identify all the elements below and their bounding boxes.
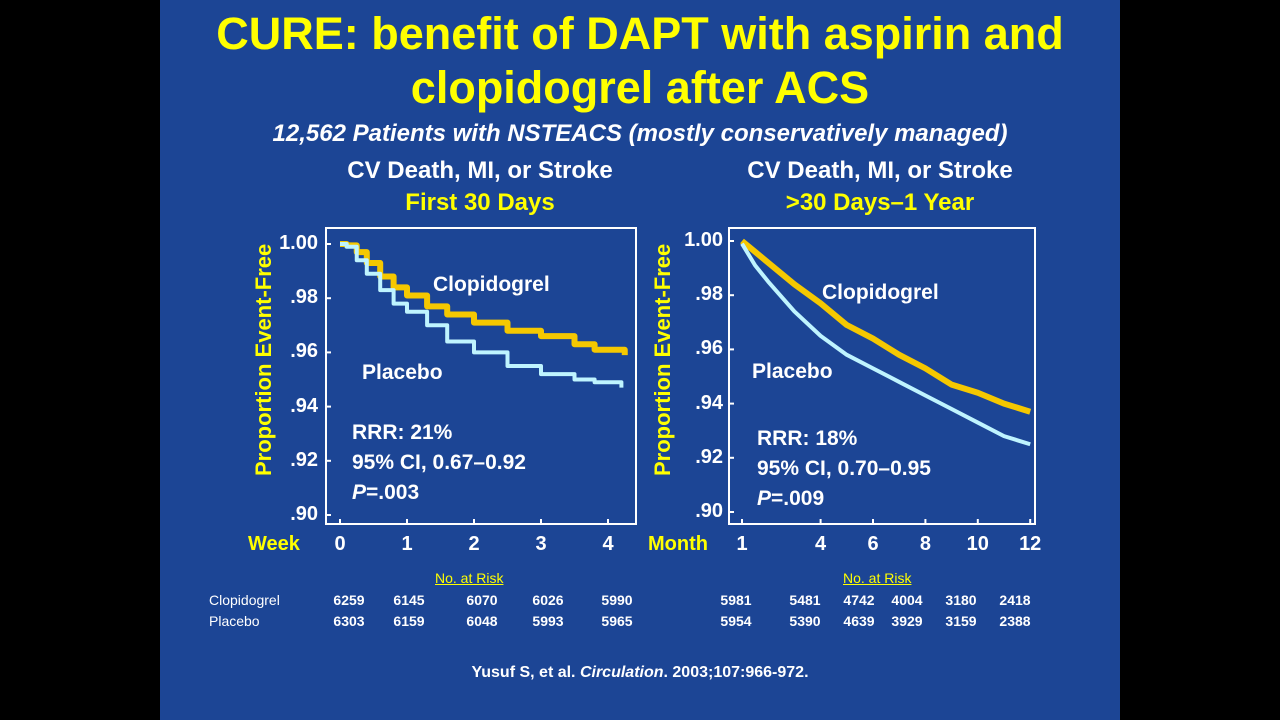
left-ci: 95% CI, 0.67–0.92 [352, 451, 526, 474]
left-rrr: RRR: 21% [352, 421, 453, 444]
right-x-tick-0: 1 [736, 533, 748, 555]
slide-subtitle: 12,562 Patients with NSTEACS (mostly con… [272, 120, 1008, 147]
citation: Yusuf S, et al. Circulation. 2003;107:96… [160, 664, 1120, 682]
left-risk-title: No. at Risk [435, 570, 504, 586]
right-risk-value-0-4: 3180 [945, 592, 977, 608]
right-y-tick-1: .98 [695, 283, 723, 306]
right-stats: RRR: 18% 95% CI, 0.70–0.95 P=.009 [757, 424, 931, 514]
left-chart-subtitle: First 30 Days [405, 189, 555, 216]
left-stats: RRR: 21% 95% CI, 0.67–0.92 P=.003 [352, 418, 526, 508]
left-chart-title: CV Death, MI, or Stroke [347, 157, 613, 184]
right-risk-title: No. at Risk [843, 570, 912, 586]
right-risk-value-0-3: 4004 [891, 592, 923, 608]
slide-title-line2: clopidogrel after ACS [410, 62, 870, 113]
left-y-tick-0: 1.00 [279, 232, 318, 254]
left-y-tick-4: .92 [290, 448, 318, 471]
right-p-letter: P [757, 487, 772, 510]
slide-title-line1: CURE: benefit of DAPT with aspirin and [216, 8, 1064, 59]
left-risk-value-1-4: 5965 [601, 613, 633, 629]
left-plot-frame [325, 227, 637, 525]
right-ci: 95% CI, 0.70–0.95 [757, 457, 931, 480]
risk-label-placebo: Placebo [209, 613, 260, 629]
left-risk-value-1-1: 6159 [393, 613, 425, 629]
left-series-clopidogrel [340, 241, 628, 356]
left-risk-value-0-0: 6259 [333, 592, 365, 608]
left-risk-value-0-4: 5990 [601, 592, 633, 608]
right-rrr: RRR: 18% [757, 427, 858, 450]
left-risk-value-0-3: 6026 [532, 592, 564, 608]
citation-details: . 2003;107:966-972. [663, 664, 809, 681]
right-x-axis-label: Month [648, 533, 708, 555]
left-x-tick-3: 3 [535, 533, 547, 555]
left-p-letter: P [352, 481, 367, 504]
right-y-tick-3: .94 [695, 391, 723, 414]
right-risk-value-1-5: 2388 [999, 613, 1031, 629]
left-p-number: =.003 [366, 481, 420, 504]
right-x-tick-1: 4 [815, 533, 827, 555]
right-risk-value-1-2: 4639 [843, 613, 875, 629]
left-risk-value-0-2: 6070 [466, 592, 498, 608]
right-risk-value-0-0: 5981 [720, 592, 752, 608]
right-plot-frame [728, 227, 1036, 525]
left-y-tick-1: .98 [290, 286, 318, 309]
right-chart-subtitle: >30 Days–1 Year [785, 189, 975, 216]
left-x-tick-4: 4 [602, 533, 614, 555]
left-x-tick-1: 1 [401, 533, 413, 555]
right-risk-value-0-2: 4742 [843, 592, 875, 608]
left-series-placebo [340, 242, 624, 388]
left-risk-value-1-2: 6048 [466, 613, 498, 629]
right-risk-value-1-1: 5390 [789, 613, 821, 629]
survival-curves [325, 238, 1032, 525]
left-risk-value-1-0: 6303 [333, 613, 365, 629]
left-risk-value-0-1: 6145 [393, 592, 425, 608]
right-placebo-label: Placebo [752, 360, 833, 383]
right-clopidogrel-label: Clopidogrel [822, 281, 939, 304]
right-x-tick-4: 10 [966, 533, 989, 555]
citation-author: Yusuf S, et al. [471, 664, 580, 681]
left-y-tick-2: .96 [290, 340, 318, 363]
risk-label-clopidogrel: Clopidogrel [209, 592, 280, 608]
right-y-tick-5: .90 [695, 500, 723, 522]
right-series-clopidogrel [740, 238, 1032, 415]
right-y-tick-0: 1.00 [684, 229, 723, 251]
right-x-tick-5: 12 [1019, 533, 1042, 555]
left-x-tick-0: 0 [334, 533, 346, 555]
left-placebo-label: Placebo [362, 361, 443, 384]
right-x-tick-3: 8 [919, 533, 931, 555]
left-clopidogrel-label: Clopidogrel [433, 273, 550, 296]
left-y-tick-3: .94 [290, 394, 318, 417]
right-chart-title: CV Death, MI, or Stroke [747, 157, 1013, 184]
left-y-tick-5: .90 [290, 503, 318, 525]
slide: CURE: benefit of DAPT with aspirin and c… [160, 0, 1120, 720]
right-series-placebo [740, 242, 1031, 447]
right-risk-value-0-1: 5481 [789, 592, 821, 608]
left-x-axis-label: Week [248, 533, 300, 555]
right-y-tick-4: .92 [695, 445, 723, 468]
citation-journal: Circulation [579, 664, 664, 681]
right-risk-value-1-0: 5954 [720, 613, 752, 629]
right-p-value: P=.009 [757, 484, 931, 514]
right-risk-value-1-4: 3159 [945, 613, 977, 629]
left-risk-value-1-3: 5993 [532, 613, 564, 629]
left-x-tick-2: 2 [468, 533, 480, 555]
right-risk-value-0-5: 2418 [999, 592, 1031, 608]
left-p-value: P=.003 [352, 478, 526, 508]
right-p-number: =.009 [771, 487, 825, 510]
right-x-tick-2: 6 [867, 533, 879, 555]
right-risk-value-1-3: 3929 [891, 613, 923, 629]
right-y-tick-2: .96 [695, 337, 723, 360]
